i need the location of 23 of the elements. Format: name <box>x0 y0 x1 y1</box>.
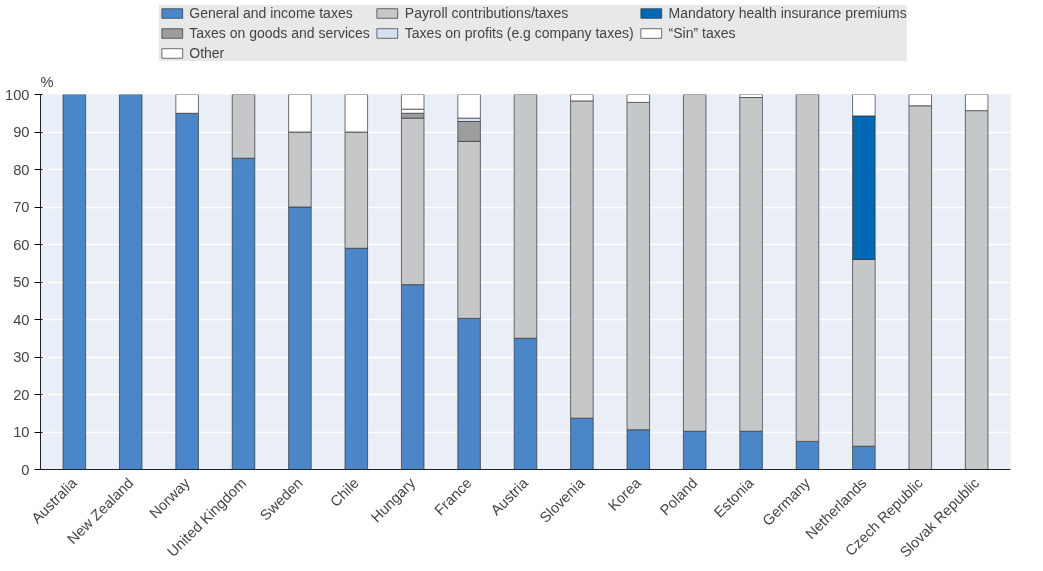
y-tick-label: 100 <box>5 86 30 103</box>
bar <box>119 94 143 470</box>
legend-label: Taxes on profits (e.g company taxes) <box>404 25 634 41</box>
bar <box>62 94 86 470</box>
y-tick-label: 50 <box>13 274 30 290</box>
y-tick-label: 30 <box>13 349 30 365</box>
y-tick-label: 80 <box>13 161 30 178</box>
bar <box>457 94 481 119</box>
y-tick-label: 40 <box>13 311 30 328</box>
y-tick-label: 70 <box>13 199 30 215</box>
bar <box>401 94 425 110</box>
y-axis-title: % <box>40 73 54 90</box>
legend-label: Taxes on goods and services <box>189 25 370 41</box>
legend-label: General and income taxes <box>189 5 353 21</box>
y-tick-label: 20 <box>13 386 30 403</box>
legend-label: Other <box>189 45 225 61</box>
y-tick-label: 0 <box>21 461 30 478</box>
legend-label: Payroll contributions/taxes <box>404 5 569 21</box>
legend-label: Mandatory health insurance premiums <box>668 5 907 21</box>
legend-label: “Sin” taxes <box>668 25 736 41</box>
y-tick-label: 10 <box>13 424 30 440</box>
y-tick-label: 90 <box>13 124 30 140</box>
y-tick-label: 60 <box>13 236 30 253</box>
